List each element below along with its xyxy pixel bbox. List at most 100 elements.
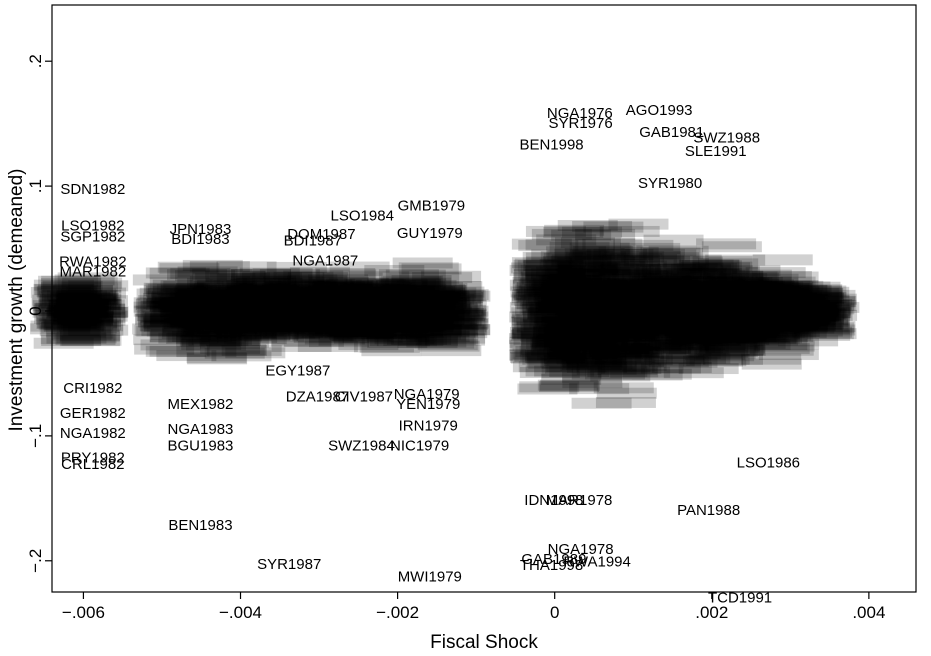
cluster-mark <box>697 266 758 278</box>
cluster-mark <box>743 292 804 304</box>
cluster-mark <box>685 287 746 299</box>
cluster-mark <box>615 300 676 312</box>
cluster-mark <box>749 316 810 328</box>
cluster-mark <box>271 297 332 309</box>
cluster-mark <box>697 304 758 316</box>
cluster-mark <box>60 297 121 309</box>
cluster-mark <box>517 260 578 272</box>
cluster-mark <box>298 326 359 338</box>
cluster-mark <box>737 299 798 311</box>
cluster-mark <box>545 293 606 305</box>
cluster-mark <box>542 345 603 357</box>
cluster-mark <box>647 320 708 332</box>
cluster-mark <box>726 315 787 327</box>
cluster-mark <box>533 320 594 332</box>
cluster-mark <box>529 286 590 298</box>
cluster-mark <box>135 299 196 311</box>
cluster-mark <box>648 264 709 276</box>
cluster-mark <box>767 320 828 332</box>
cluster-mark <box>513 279 574 291</box>
cluster-mark <box>587 366 648 378</box>
point-label: LSO1984 <box>331 207 394 224</box>
cluster-mark <box>240 301 301 313</box>
cluster-mark <box>143 313 204 325</box>
cluster-mark <box>338 339 399 351</box>
cluster-mark <box>706 285 767 297</box>
cluster-mark <box>402 325 463 337</box>
cluster-mark <box>692 256 753 268</box>
cluster-mark <box>749 282 810 294</box>
cluster-mark <box>36 286 97 298</box>
cluster-mark <box>509 327 570 339</box>
cluster-mark <box>569 340 630 352</box>
cluster-mark <box>515 346 576 358</box>
cluster-mark <box>760 302 821 314</box>
cluster-mark <box>623 305 684 317</box>
cluster-mark <box>179 335 240 347</box>
cluster-mark <box>533 332 594 344</box>
cluster-mark <box>210 292 271 304</box>
cluster-mark <box>145 299 206 311</box>
cluster-mark <box>756 291 817 303</box>
cluster-mark <box>543 339 604 351</box>
cluster-mark <box>596 329 657 341</box>
cluster-mark <box>392 257 453 269</box>
cluster-mark <box>566 358 627 370</box>
cluster-mark <box>582 305 643 317</box>
cluster-mark <box>171 297 232 309</box>
cluster-mark <box>652 316 713 328</box>
cluster-mark <box>575 238 636 250</box>
cluster-mark <box>618 264 679 276</box>
cluster-mark <box>415 313 476 325</box>
cluster-mark <box>534 296 595 308</box>
cluster-mark <box>606 359 667 371</box>
cluster-mark <box>49 299 110 311</box>
cluster-mark <box>518 285 579 297</box>
cluster-mark <box>583 283 644 295</box>
cluster-mark <box>622 312 683 324</box>
cluster-mark <box>547 303 608 315</box>
cluster-mark <box>708 295 769 307</box>
cluster-mark <box>192 293 253 305</box>
cluster-mark <box>698 258 759 270</box>
cluster-mark <box>731 269 792 281</box>
cluster-mark <box>727 310 788 322</box>
cluster-mark <box>642 282 703 294</box>
cluster-mark <box>783 313 844 325</box>
cluster-mark <box>357 297 418 309</box>
cluster-mark <box>217 284 278 296</box>
x-axis-title: Fiscal Shock <box>430 632 538 653</box>
cluster-mark <box>746 295 807 307</box>
cluster-mark <box>231 273 292 285</box>
cluster-mark <box>774 307 835 319</box>
point-label: NGA1978 <box>548 541 614 558</box>
cluster-mark <box>366 330 427 342</box>
cluster-mark <box>688 346 749 358</box>
cluster-mark <box>287 275 348 287</box>
cluster-mark <box>421 281 482 293</box>
cluster-mark <box>176 335 237 347</box>
cluster-mark <box>738 321 799 333</box>
cluster-mark <box>655 322 716 334</box>
cluster-mark <box>151 292 212 304</box>
cluster-mark <box>627 321 688 333</box>
cluster-mark <box>626 343 687 355</box>
cluster-mark <box>564 304 625 316</box>
cluster-mark <box>139 287 200 299</box>
cluster-mark <box>146 291 207 303</box>
cluster-mark <box>640 329 701 341</box>
cluster-mark <box>752 282 813 294</box>
cluster-mark <box>565 338 626 350</box>
cluster-mark <box>606 278 667 290</box>
cluster-mark <box>562 290 623 302</box>
cluster-mark <box>359 324 420 336</box>
cluster-mark <box>419 319 480 331</box>
cluster-mark <box>347 327 408 339</box>
cluster-mark <box>264 277 325 289</box>
cluster-mark <box>306 321 367 333</box>
cluster-mark <box>351 281 412 293</box>
cluster-mark <box>169 315 230 327</box>
cluster-mark <box>539 258 600 270</box>
cluster-mark <box>166 269 227 281</box>
cluster-mark <box>539 339 600 351</box>
